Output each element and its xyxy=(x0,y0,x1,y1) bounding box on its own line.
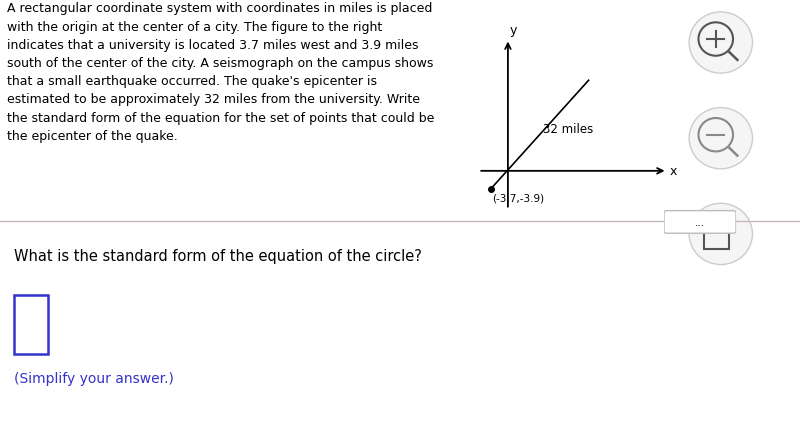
Circle shape xyxy=(689,204,753,265)
Text: What is the standard form of the equation of the circle?: What is the standard form of the equatio… xyxy=(14,249,422,264)
Text: A rectangular coordinate system with coordinates in miles is placed
with the ori: A rectangular coordinate system with coo… xyxy=(7,2,434,142)
Text: y: y xyxy=(510,24,517,37)
Text: (Simplify your answer.): (Simplify your answer.) xyxy=(14,371,174,385)
Circle shape xyxy=(689,13,753,74)
FancyBboxPatch shape xyxy=(664,211,736,233)
Text: (-3.7,-3.9): (-3.7,-3.9) xyxy=(493,193,545,203)
FancyBboxPatch shape xyxy=(14,295,48,354)
Circle shape xyxy=(689,108,753,169)
Text: x: x xyxy=(670,165,677,178)
Text: ...: ... xyxy=(695,217,705,227)
Text: 32 miles: 32 miles xyxy=(543,122,594,135)
